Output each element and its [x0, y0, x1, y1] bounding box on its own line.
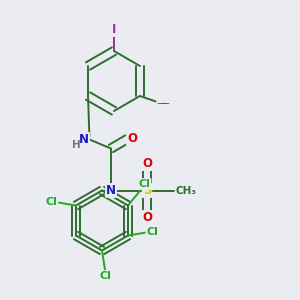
Text: —: —	[157, 98, 166, 108]
Text: O: O	[142, 157, 152, 170]
Text: S: S	[143, 184, 151, 197]
Text: CH₃: CH₃	[176, 185, 197, 196]
Text: N: N	[106, 184, 116, 197]
Text: Cl: Cl	[46, 196, 57, 207]
Text: O: O	[127, 132, 137, 145]
Text: N: N	[79, 133, 89, 146]
Text: Cl: Cl	[139, 179, 150, 189]
Text: O: O	[142, 211, 152, 224]
Text: H: H	[72, 140, 81, 150]
Text: Cl: Cl	[100, 271, 112, 281]
Text: Cl: Cl	[147, 226, 158, 237]
Text: I: I	[112, 23, 116, 36]
Text: —: —	[160, 98, 169, 108]
